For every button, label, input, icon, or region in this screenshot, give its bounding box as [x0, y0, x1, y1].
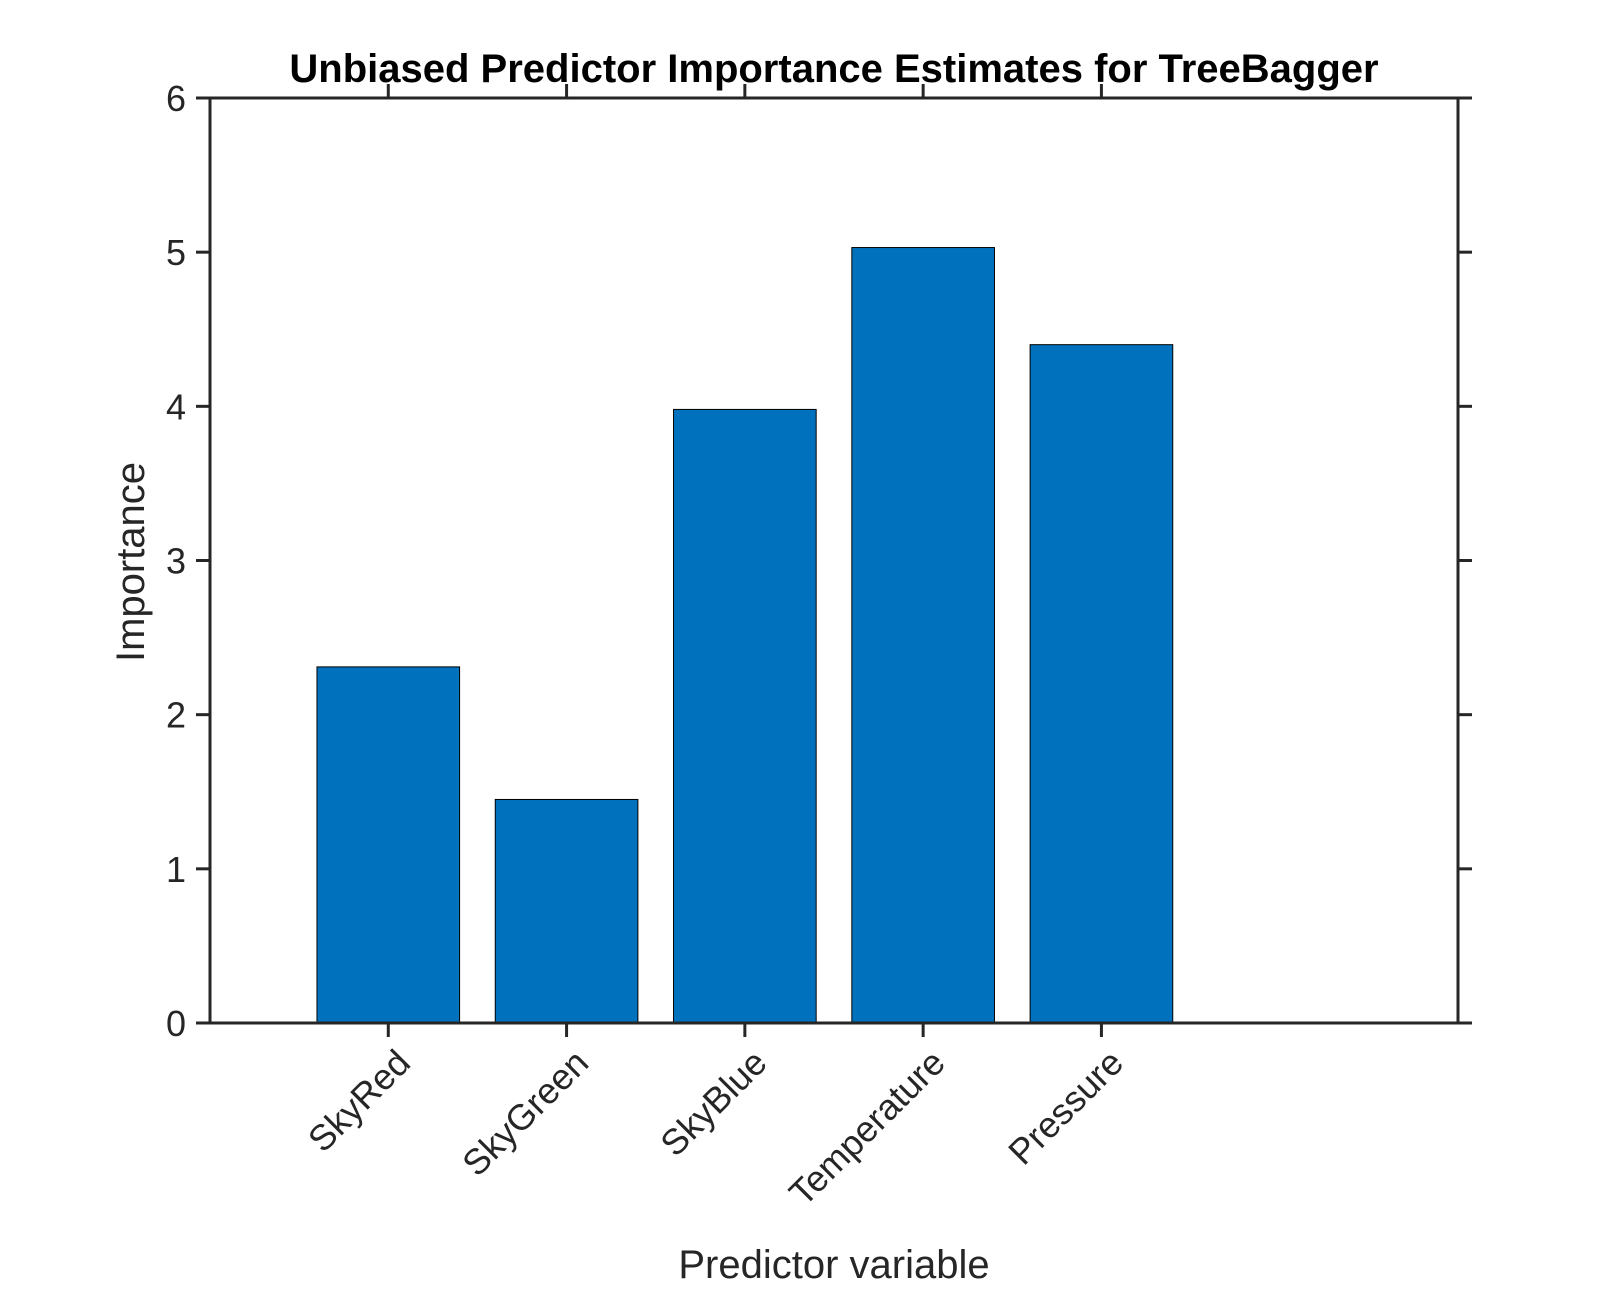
y-tick-label: 0: [166, 1003, 186, 1044]
bar-skyblue: [673, 408, 817, 1024]
y-tick-label: 4: [166, 386, 186, 427]
bars-group: [316, 247, 1174, 1024]
x-tick-label-skyblue: SkyBlue: [652, 1042, 774, 1164]
x-tick-label-skyred: SkyRed: [300, 1042, 418, 1160]
y-tick-label: 2: [166, 695, 186, 736]
x-tick-label-skygreen: SkyGreen: [454, 1042, 596, 1184]
y-tick-label: 3: [166, 541, 186, 582]
y-tick-label: 1: [166, 849, 186, 890]
y-tick-label: 5: [166, 232, 186, 273]
chart-title: Unbiased Predictor Importance Estimates …: [289, 47, 1378, 91]
bar-skygreen: [494, 798, 639, 1024]
y-axis-label: Importance: [109, 462, 153, 662]
ticks-group: [196, 84, 1472, 1037]
x-tick-label-pressure: Pressure: [1000, 1042, 1131, 1173]
bar-pressure: [1029, 344, 1174, 1024]
x-axis-label: Predictor variable: [678, 1243, 989, 1287]
bar-temperature: [851, 247, 995, 1024]
y-tick-label: 6: [166, 78, 186, 119]
bar-skyred: [316, 666, 461, 1024]
x-tick-label-temperature: Temperature: [781, 1042, 953, 1214]
